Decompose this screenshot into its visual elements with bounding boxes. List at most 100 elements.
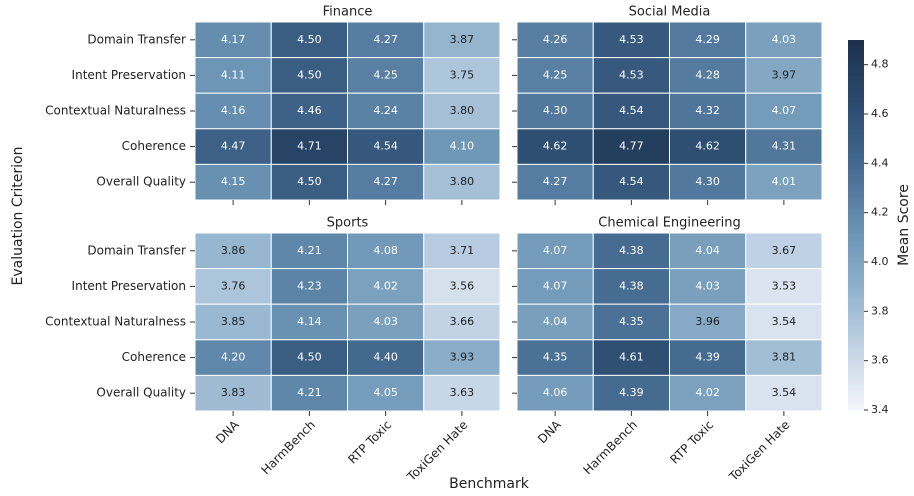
heatmap-cell (592, 57, 670, 94)
colorbar-segment (848, 158, 864, 162)
cell-label: 4.03 (772, 33, 797, 46)
heatmap-cell (270, 21, 348, 59)
heatmap-cell (516, 21, 594, 59)
colorbar-segment (848, 397, 864, 401)
colorbar-segment (848, 225, 864, 228)
colorbar-segment (848, 375, 864, 379)
colorbar-segment (848, 101, 864, 105)
colorbar-segment (848, 126, 864, 130)
colorbar-segment (848, 299, 864, 302)
colorbar-segment (848, 207, 864, 211)
cell-label: 4.17 (221, 33, 246, 46)
colorbar-segment (848, 89, 864, 93)
cell-label: 4.11 (221, 68, 246, 81)
colorbar-tick-label: 4.0 (871, 255, 889, 268)
colorbar-segment (848, 249, 864, 253)
colorbar-segment (848, 180, 864, 184)
x-tick-label: DNA (213, 417, 242, 446)
colorbar-segment (848, 136, 864, 140)
cell-label: 4.25 (543, 68, 568, 81)
colorbar-label: Mean Score (896, 184, 912, 266)
colorbar-segment (848, 57, 864, 61)
colorbar-segment (848, 365, 864, 369)
colorbar-segment (848, 173, 864, 177)
colorbar-tick-label: 3.6 (871, 354, 889, 367)
colorbar-segment (848, 67, 864, 71)
colorbar-segment (848, 106, 864, 110)
cell-label: 4.50 (297, 33, 322, 46)
colorbar-segment (848, 202, 864, 206)
cell-label: 3.53 (772, 279, 797, 292)
colorbar-tick-label: 4.4 (871, 156, 889, 169)
colorbar-segment (848, 345, 864, 349)
colorbar-segment (848, 185, 864, 189)
heatmap-cell (592, 92, 670, 130)
heatmap-cell (270, 232, 348, 270)
cell-label: 4.50 (297, 351, 322, 364)
y-tick-label: Intent Preservation (72, 68, 186, 82)
heatmap-cell (270, 163, 348, 201)
colorbar-segment (848, 178, 864, 182)
colorbar-segment (848, 44, 864, 48)
cell-label: 4.02 (695, 386, 720, 399)
colorbar-segment (848, 234, 864, 238)
colorbar-segment (848, 109, 864, 113)
heatmap-cell (270, 303, 348, 341)
colorbar-segment (848, 227, 864, 231)
y-tick-label: Coherence (122, 139, 186, 153)
heatmap-cell (745, 268, 823, 305)
cell-label: 4.24 (373, 104, 398, 117)
cell-label: 4.07 (772, 104, 797, 117)
colorbar-segment (848, 148, 864, 152)
cell-label: 3.76 (221, 279, 246, 292)
x-tick-label: DNA (535, 417, 564, 446)
cell-label: 3.85 (221, 315, 246, 328)
colorbar-segment (848, 52, 864, 56)
colorbar-segment (848, 333, 864, 337)
colorbar-segment (848, 163, 864, 167)
colorbar-segment (848, 281, 864, 285)
heatmap-cell (745, 57, 823, 94)
colorbar-segment (848, 301, 864, 305)
colorbar-segment (848, 133, 864, 137)
colorbar-segment (848, 141, 864, 145)
colorbar-segment (848, 316, 864, 320)
cell-label: 3.63 (450, 386, 475, 399)
cell-label: 4.21 (297, 386, 322, 399)
colorbar-segment (848, 244, 864, 248)
heatmap-cell (592, 21, 670, 59)
colorbar-segment (848, 390, 864, 394)
colorbar-segment (848, 331, 864, 335)
x-tick-label: RTP Toxic (345, 418, 394, 467)
cell-label: 4.23 (297, 279, 322, 292)
cell-label: 3.54 (772, 386, 797, 399)
heatmap-cell (270, 92, 348, 130)
x-tick-label: ToxiGen Hate (404, 418, 471, 485)
cell-label: 4.01 (772, 175, 797, 188)
colorbar-segment (848, 313, 864, 317)
heatmap-cell (745, 92, 823, 130)
colorbar-segment (848, 363, 864, 367)
cell-label: 4.27 (543, 175, 568, 188)
x-tick-label: ToxiGen Hate (726, 418, 793, 485)
cell-label: 4.71 (297, 140, 322, 153)
y-tick-label: Domain Transfer (87, 243, 186, 257)
colorbar-segment (848, 355, 864, 359)
heatmap-cell (516, 128, 594, 165)
colorbar-segment (848, 168, 864, 172)
heatmap-cell (423, 163, 501, 201)
cell-label: 3.83 (221, 386, 246, 399)
x-tick-label: RTP Toxic (667, 418, 716, 467)
cell-label: 4.21 (297, 244, 322, 257)
cell-label: 4.53 (619, 68, 644, 81)
colorbar-segment (848, 151, 864, 154)
colorbar-segment (848, 311, 864, 315)
x-tick-label: HarmBench (258, 418, 318, 478)
cell-label: 4.39 (695, 351, 720, 364)
colorbar-segment (848, 232, 864, 236)
colorbar-segment (848, 84, 864, 88)
colorbar-segment (848, 360, 864, 364)
colorbar-segment (848, 131, 864, 135)
y-tick-label: Domain Transfer (87, 32, 186, 46)
